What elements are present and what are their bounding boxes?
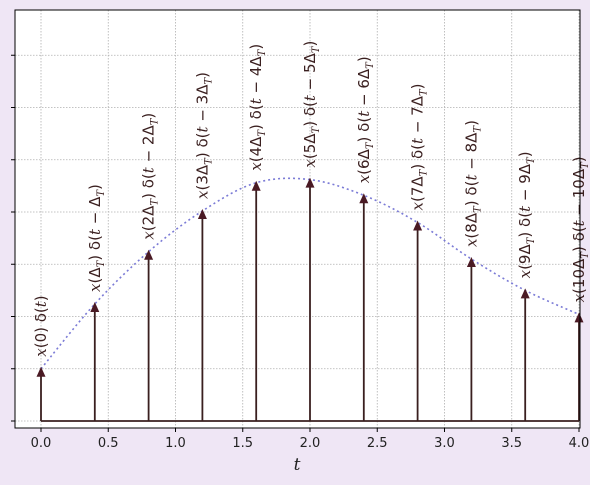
stem-label: x(4ΔT​) δ(t − 4ΔT​): [247, 44, 268, 171]
x-tick-label: 1.0: [165, 436, 186, 451]
plot-area: [15, 10, 580, 428]
stem-arrowhead: [305, 177, 315, 188]
stem-label: x(ΔT​) δ(t − ΔT​): [86, 184, 107, 292]
x-tick-label: 0.5: [98, 436, 119, 451]
plot-frame: [14, 9, 581, 429]
stem-label: x(9ΔT​) δ(t − 9ΔT​): [516, 151, 537, 278]
x-tick-label: 4.0: [569, 436, 590, 451]
stem-label: x(2ΔT​) δ(t − 2ΔT​): [140, 113, 161, 240]
stem-label: x(8ΔT​) δ(t − 8ΔT​): [462, 120, 483, 247]
stem-label: x(3ΔT​) δ(t − 3ΔT​): [193, 72, 214, 199]
x-tick-label: 2.0: [300, 436, 321, 451]
stem-label: x(0) δ(t): [32, 295, 50, 356]
x-tick-label: 1.5: [232, 436, 253, 451]
x-axis-label: t: [294, 455, 301, 475]
stem-arrowhead: [251, 180, 261, 191]
stem-arrowhead: [520, 288, 530, 299]
stem-label: x(5ΔT​) δ(t − 5ΔT​): [301, 41, 322, 168]
stem-arrowhead: [144, 249, 154, 260]
stem-arrowhead: [466, 257, 476, 268]
x-tick-label: 3.5: [501, 436, 522, 451]
stem-arrowhead: [574, 312, 584, 323]
stem-label: x(7ΔT​) δ(t − 7ΔT​): [409, 83, 430, 210]
stem-label: x(10ΔT​) δ(t − 10ΔT​): [570, 156, 590, 302]
stem-labels: x(0) δ(t) x(ΔT​) δ(t − ΔT​) x(2ΔT​) δ(t − …: [32, 41, 590, 357]
x-ticks: 0.0 0.5 1.0 1.5 2.0 2.5 3.0 3.5 4.0: [31, 428, 590, 451]
stem-arrowhead: [36, 366, 46, 377]
x-tick-label: 3.0: [434, 436, 455, 451]
stem-label: x(6ΔT​) δ(t − 6ΔT​): [355, 56, 376, 183]
y-ticks: [11, 54, 15, 422]
x-tick-label: 2.5: [367, 436, 388, 451]
stem-arrowhead: [359, 193, 369, 204]
envelope-curve: [40, 177, 580, 370]
stem-arrowhead: [197, 208, 207, 219]
stem-arrowhead: [90, 301, 100, 312]
stem-arrowhead: [413, 220, 423, 231]
x-tick-label: 0.0: [31, 436, 52, 451]
stems: [36, 177, 584, 422]
grid: [15, 10, 580, 428]
